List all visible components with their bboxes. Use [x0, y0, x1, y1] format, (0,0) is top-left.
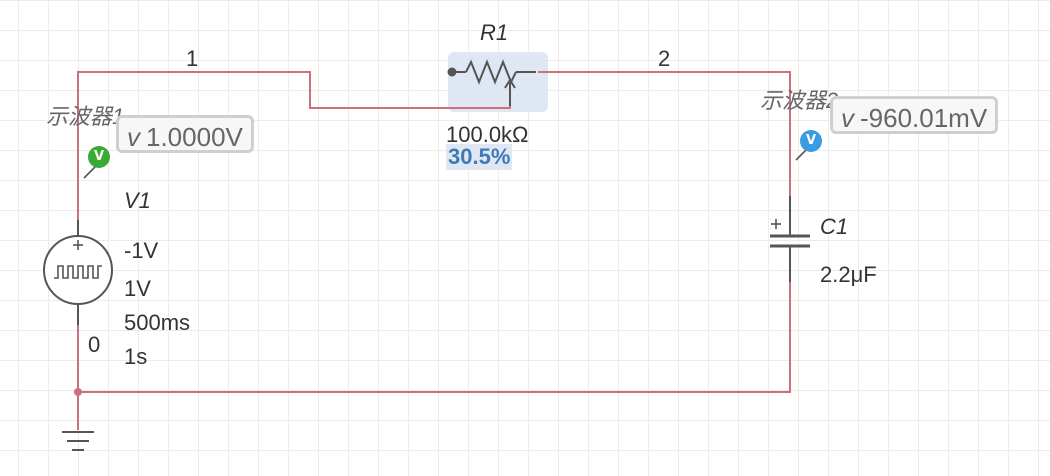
probe1-reading: 1.0000V — [146, 122, 243, 152]
c1-capacitor[interactable] — [770, 196, 810, 282]
probe1-voltage-icon[interactable]: V — [88, 146, 110, 168]
wire-net-0[interactable] — [77, 282, 791, 393]
c1-value: 2.2μF — [820, 262, 877, 287]
net-label-2: 2 — [658, 46, 671, 71]
probe2-name: 示波器2 — [760, 88, 839, 113]
probe1-name: 示波器1 — [46, 104, 125, 129]
probe2-v-prefix: v — [841, 103, 854, 133]
r1-potentiometer[interactable] — [447, 59, 537, 106]
r1-resistance: 100.0kΩ — [446, 122, 529, 147]
r1-setting[interactable]: 30.5% — [446, 144, 513, 170]
r1-selection-highlight — [448, 52, 548, 112]
net-label-0: 0 — [88, 332, 101, 357]
v1-high-voltage: 1V — [124, 276, 151, 301]
ground-icon[interactable] — [62, 431, 94, 451]
v1-period: 1s — [124, 344, 148, 369]
net-label-1: 1 — [186, 46, 199, 71]
wire-net-2[interactable] — [538, 71, 791, 196]
probe2-reading: -960.01mV — [860, 103, 988, 133]
probe1-lead — [83, 165, 97, 179]
c1-name: C1 — [820, 214, 849, 239]
junction-dot — [74, 388, 82, 396]
probe2-voltage-icon[interactable]: V — [800, 130, 822, 152]
square-wave-icon — [54, 265, 102, 279]
r1-name: R1 — [480, 20, 509, 45]
v1-pulse-width: 500ms — [124, 310, 191, 335]
probe1-reading-box[interactable]: v 1.0000V — [116, 115, 254, 153]
probe1-v-prefix: v — [127, 122, 140, 152]
v1-name: V1 — [124, 188, 151, 213]
probe2-reading-box[interactable]: v -960.01mV — [830, 96, 999, 134]
v1-low-voltage: -1V — [124, 238, 159, 263]
v1-source[interactable] — [43, 220, 113, 325]
